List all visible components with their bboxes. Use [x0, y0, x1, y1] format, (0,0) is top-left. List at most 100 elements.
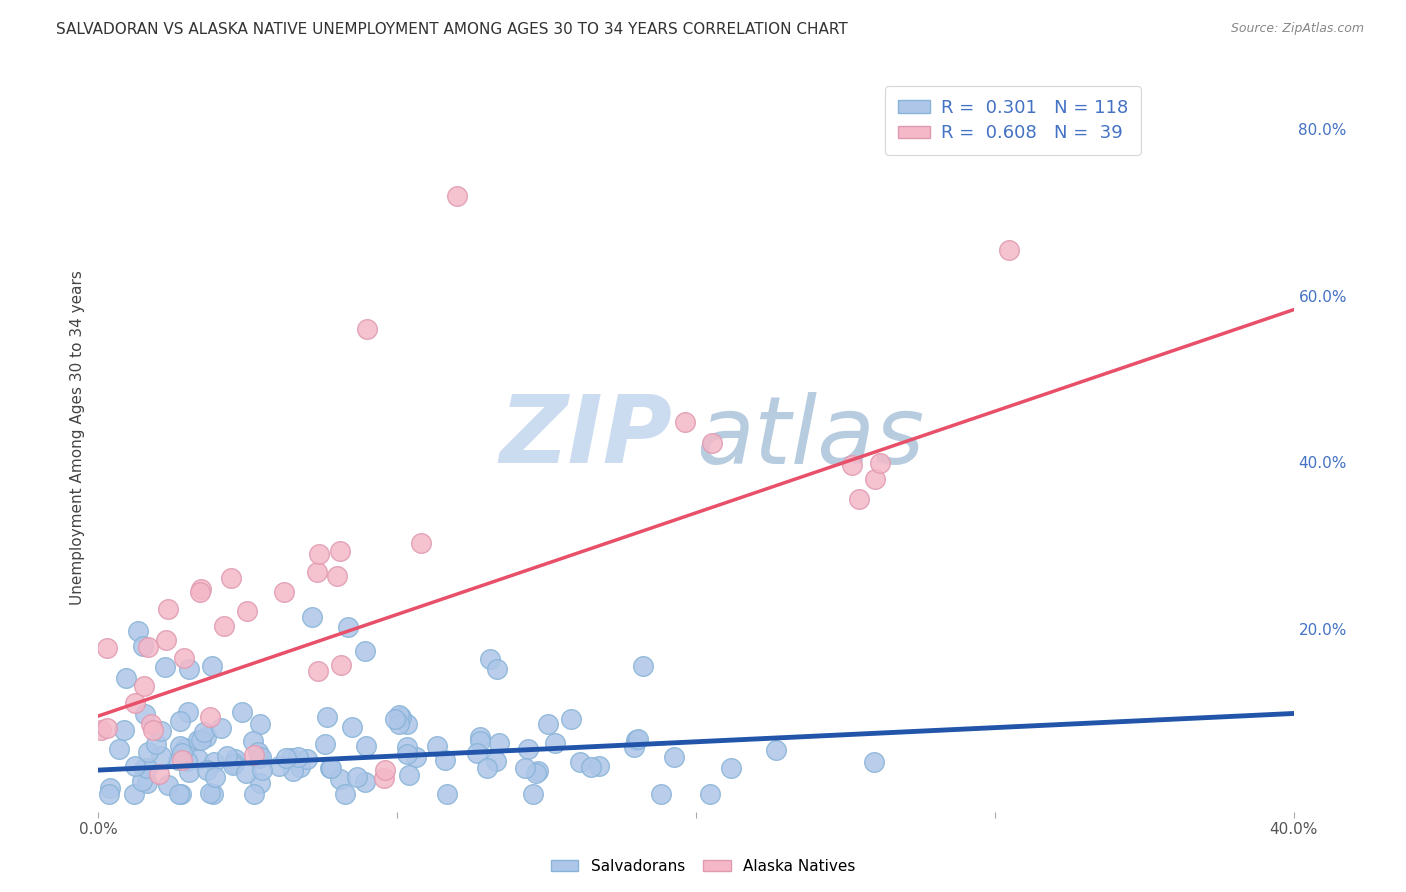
- Point: [179, 765, 201, 780]
- Point: [148, 767, 170, 781]
- Point: [396, 740, 419, 755]
- Point: [198, 786, 221, 800]
- Point: [250, 749, 273, 764]
- Point: [98, 780, 121, 795]
- Point: [631, 659, 654, 673]
- Point: [124, 696, 146, 710]
- Point: [388, 708, 411, 723]
- Point: [478, 651, 501, 665]
- Point: [316, 710, 339, 724]
- Point: [700, 436, 723, 450]
- Point: [353, 775, 375, 789]
- Point: [396, 747, 419, 761]
- Point: [329, 544, 352, 558]
- Point: [513, 761, 536, 775]
- Point: [224, 752, 246, 766]
- Point: [624, 733, 647, 747]
- Point: [388, 716, 411, 731]
- Point: [517, 742, 540, 756]
- Point: [217, 749, 239, 764]
- Text: ZIP: ZIP: [499, 391, 672, 483]
- Point: [374, 763, 396, 777]
- Point: [169, 714, 191, 729]
- Point: [699, 787, 721, 801]
- Point: [139, 716, 162, 731]
- Point: [398, 768, 420, 782]
- Point: [863, 756, 886, 770]
- Point: [588, 759, 610, 773]
- Point: [177, 662, 200, 676]
- Point: [169, 739, 191, 753]
- Point: [436, 787, 458, 801]
- Point: [187, 751, 209, 765]
- Point: [149, 724, 172, 739]
- Point: [149, 748, 172, 763]
- Point: [329, 772, 352, 787]
- Point: [96, 640, 118, 655]
- Point: [283, 764, 305, 778]
- Point: [273, 585, 295, 599]
- Point: [356, 322, 378, 336]
- Point: [522, 787, 544, 801]
- Point: [97, 787, 120, 801]
- Point: [354, 739, 377, 753]
- Point: [243, 787, 266, 801]
- Text: atlas: atlas: [696, 392, 924, 483]
- Point: [267, 758, 290, 772]
- Point: [340, 719, 363, 733]
- Text: SALVADORAN VS ALASKA NATIVE UNEMPLOYMENT AMONG AGES 30 TO 34 YEARS CORRELATION C: SALVADORAN VS ALASKA NATIVE UNEMPLOYMENT…: [56, 22, 848, 37]
- Point: [465, 746, 488, 760]
- Point: [222, 756, 245, 770]
- Point: [477, 760, 499, 774]
- Point: [155, 660, 177, 674]
- Point: [405, 749, 427, 764]
- Point: [301, 610, 323, 624]
- Point: [195, 731, 218, 745]
- Point: [673, 415, 696, 429]
- Point: [560, 712, 582, 726]
- Point: [202, 755, 225, 769]
- Point: [187, 733, 209, 747]
- Point: [188, 585, 211, 599]
- Point: [201, 787, 224, 801]
- Point: [177, 705, 200, 719]
- Point: [236, 604, 259, 618]
- Point: [249, 775, 271, 789]
- Point: [142, 723, 165, 737]
- Point: [134, 706, 156, 721]
- Point: [869, 456, 891, 470]
- Point: [112, 723, 135, 737]
- Point: [308, 547, 330, 561]
- Point: [426, 739, 449, 754]
- Point: [235, 765, 257, 780]
- Point: [115, 671, 138, 685]
- Point: [346, 770, 368, 784]
- Point: [297, 752, 319, 766]
- Point: [280, 751, 302, 765]
- Legend: Salvadorans, Alaska Natives: Salvadorans, Alaska Natives: [544, 853, 862, 880]
- Point: [409, 536, 432, 550]
- Point: [389, 710, 412, 724]
- Point: [524, 765, 547, 780]
- Point: [221, 571, 243, 585]
- Point: [157, 778, 180, 792]
- Point: [242, 747, 264, 762]
- Point: [124, 759, 146, 773]
- Point: [173, 651, 195, 665]
- Point: [242, 734, 264, 748]
- Point: [446, 188, 468, 202]
- Point: [321, 761, 343, 775]
- Point: [569, 755, 592, 769]
- Point: [172, 747, 194, 761]
- Point: [579, 760, 602, 774]
- Point: [326, 569, 349, 583]
- Point: [145, 738, 167, 752]
- Point: [765, 743, 787, 757]
- Point: [174, 741, 197, 756]
- Point: [527, 764, 550, 779]
- Point: [384, 712, 406, 726]
- Point: [131, 774, 153, 789]
- Point: [395, 717, 418, 731]
- Point: [167, 787, 190, 801]
- Point: [290, 760, 312, 774]
